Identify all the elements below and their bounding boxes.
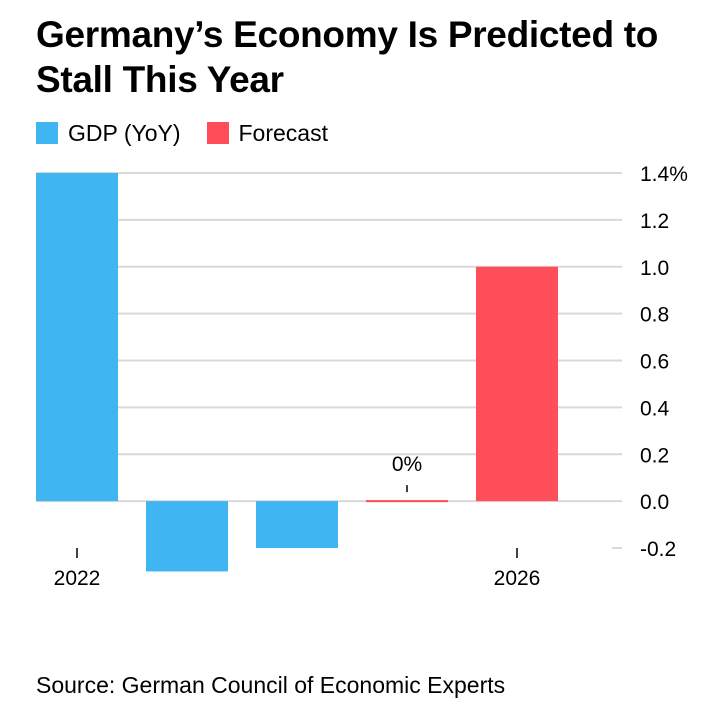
bar — [366, 500, 448, 503]
source-note: Source: German Council of Economic Exper… — [36, 672, 506, 698]
y-tick-label: 1.0 — [640, 257, 669, 280]
y-tick-label: 0.8 — [640, 304, 669, 327]
y-tick-label: 0.4 — [640, 397, 670, 420]
y-tick-label: 0.0 — [640, 491, 669, 514]
bar-chart: 1.4% 1.2 1.0 0.8 0.6 0.4 0.2 0.0 -0.2 2022 0% 2026 — [36, 163, 688, 590]
legend-label-forecast: Forecast — [238, 119, 328, 146]
gridlines — [36, 172, 622, 549]
y-tick-label: 0.6 — [640, 351, 669, 374]
legend-label-gdp: GDP (YoY) — [68, 119, 181, 146]
bar — [256, 501, 338, 548]
bar — [476, 266, 558, 502]
legend-swatch-forecast — [206, 122, 229, 144]
y-tick-label: -0.2 — [640, 538, 676, 561]
legend-swatch-gdp — [36, 122, 58, 144]
labels: 1.4% 1.2 1.0 0.8 0.6 0.4 0.2 0.0 -0.2 2022 0% 2026 — [54, 163, 688, 590]
y-tick-label: 0.2 — [640, 444, 669, 467]
legend: GDP (YoY) Forecast — [36, 120, 354, 146]
bar — [36, 173, 118, 502]
bars — [36, 173, 558, 572]
bar — [146, 501, 228, 572]
x-tick-label: 2026 — [494, 567, 541, 590]
data-label: 0% — [392, 453, 422, 476]
legend-item-gdp: GDP (YoY) — [36, 120, 181, 147]
y-tick-label: 1.4% — [640, 163, 688, 186]
x-tick-label: 2022 — [54, 567, 101, 590]
legend-item-forecast: Forecast — [206, 119, 328, 147]
chart-title: Germany’s Economy Is Predicted to Stall … — [36, 14, 659, 100]
y-tick-label: 1.2 — [640, 210, 669, 233]
